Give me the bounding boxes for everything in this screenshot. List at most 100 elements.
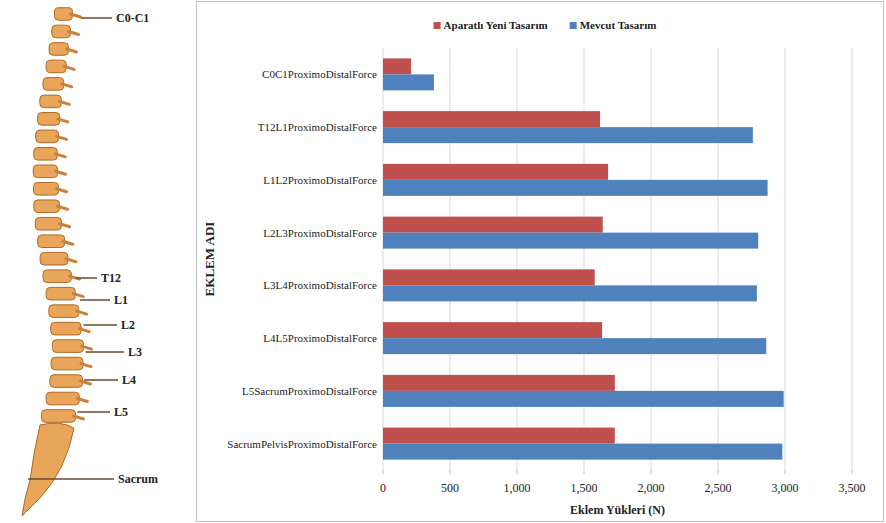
tick-label: 500 xyxy=(441,481,459,495)
spine-label: C0-C1 xyxy=(116,11,149,25)
bar xyxy=(383,285,757,301)
spine-leader xyxy=(86,351,124,353)
bar xyxy=(383,164,608,180)
bar xyxy=(383,58,411,74)
bar xyxy=(383,180,768,196)
figure: C0-C1T12L1L2L3L4L5Sacrum05001,0001,5002,… xyxy=(0,0,886,523)
vertebra xyxy=(52,340,83,353)
vertebra xyxy=(51,357,83,370)
bar xyxy=(383,233,758,249)
tick-mark xyxy=(785,470,786,474)
spine-leader xyxy=(28,478,114,480)
tick-label: 0 xyxy=(380,481,386,495)
vertebra-process xyxy=(62,84,72,87)
vertebra xyxy=(46,287,75,300)
vertebra xyxy=(43,270,71,283)
vertebra xyxy=(49,305,79,318)
spine-label: L4 xyxy=(122,373,136,387)
vertebra xyxy=(51,322,82,335)
vertebra-process xyxy=(55,154,65,157)
tick-label: 2,500 xyxy=(705,481,732,495)
bar xyxy=(383,127,753,143)
vertebra-process xyxy=(67,49,77,52)
legend-swatch xyxy=(570,22,577,29)
tick-mark xyxy=(852,470,853,474)
bar xyxy=(383,428,615,444)
vertebra xyxy=(34,200,60,213)
category-label: SacrumPelvisProximoDistalForce xyxy=(227,438,377,450)
vertebra-process xyxy=(70,14,80,17)
spine-label: L3 xyxy=(128,345,142,359)
tick-mark xyxy=(718,470,719,474)
vertebra-process xyxy=(57,136,67,139)
grid-line xyxy=(785,48,786,470)
vertebra-process xyxy=(68,31,78,34)
vertebra-process xyxy=(63,241,73,244)
bar xyxy=(383,322,602,338)
vertebra-process xyxy=(77,399,87,402)
tick-mark xyxy=(517,470,518,474)
vertebra xyxy=(34,182,59,195)
vertebra-process xyxy=(58,119,68,122)
bar xyxy=(383,338,766,354)
vertebra xyxy=(38,235,65,248)
vertebra-process xyxy=(64,66,74,69)
vertebra xyxy=(34,148,58,161)
sacrum-shape xyxy=(22,423,74,516)
vertebra-process xyxy=(82,346,92,349)
bar xyxy=(383,391,784,407)
x-axis-title: Eklem Yükleri (N) xyxy=(570,503,665,517)
vertebra-process xyxy=(60,224,70,227)
vertebra-process xyxy=(81,381,91,384)
tick-label: 2,000 xyxy=(638,481,665,495)
bar xyxy=(383,444,782,460)
vertebra xyxy=(46,392,79,405)
bar xyxy=(383,269,595,285)
spine-label: L2 xyxy=(121,318,135,332)
category-label: L3L4ProximoDistalForce xyxy=(263,279,377,291)
vertebra-process xyxy=(57,189,67,192)
vertebra-process xyxy=(66,259,76,262)
spine-label: T12 xyxy=(101,271,121,285)
chart-frame xyxy=(197,2,884,522)
legend-label: Mevcut Tasarım xyxy=(580,19,657,31)
tick-mark xyxy=(383,470,384,474)
vertebra-process xyxy=(73,294,83,297)
spine-leader xyxy=(81,17,112,19)
vertebra xyxy=(50,375,83,388)
tick-label: 1,500 xyxy=(571,481,598,495)
bar xyxy=(383,111,600,127)
category-label: L2L3ProximoDistalForce xyxy=(263,227,377,239)
bars xyxy=(383,58,784,459)
spine-label: L1 xyxy=(114,293,128,307)
spine-leader xyxy=(77,411,110,413)
tick-label: 3,500 xyxy=(839,481,866,495)
vertebra xyxy=(41,410,75,423)
spine-leader xyxy=(84,324,118,326)
tick-label: 1,000 xyxy=(504,481,531,495)
legend: Aparatlı Yeni TasarımMevcut Tasarım xyxy=(434,19,657,31)
vertebra xyxy=(40,252,68,265)
y-axis-title: EKLEM ADI xyxy=(202,222,217,297)
vertebra-process xyxy=(81,364,91,367)
vertebra-process xyxy=(59,101,69,104)
tick-mark xyxy=(584,470,585,474)
grid-line xyxy=(852,48,853,470)
category-label: C0C1ProximoDistalForce xyxy=(262,68,377,80)
spine-leader xyxy=(76,277,97,279)
category-label: L5SacrumProximoDistalForce xyxy=(242,385,377,397)
spine-label: L5 xyxy=(114,405,128,419)
legend-swatch xyxy=(434,22,441,29)
vertebra xyxy=(33,165,57,178)
vertebra-process xyxy=(79,329,89,332)
page: {"chart_data": {"type": "bar", "orientat… xyxy=(0,0,886,523)
vertebra xyxy=(35,217,61,230)
vertebra-process xyxy=(77,311,87,314)
spine-leader xyxy=(84,379,118,381)
tick-mark xyxy=(450,470,451,474)
vertebra-process xyxy=(73,416,83,419)
spine-leader xyxy=(80,299,110,301)
bar xyxy=(383,217,603,233)
spine-illustration: C0-C1T12L1L2L3L4L5Sacrum xyxy=(22,8,158,516)
category-label: L1L2ProximoDistalForce xyxy=(263,174,377,186)
